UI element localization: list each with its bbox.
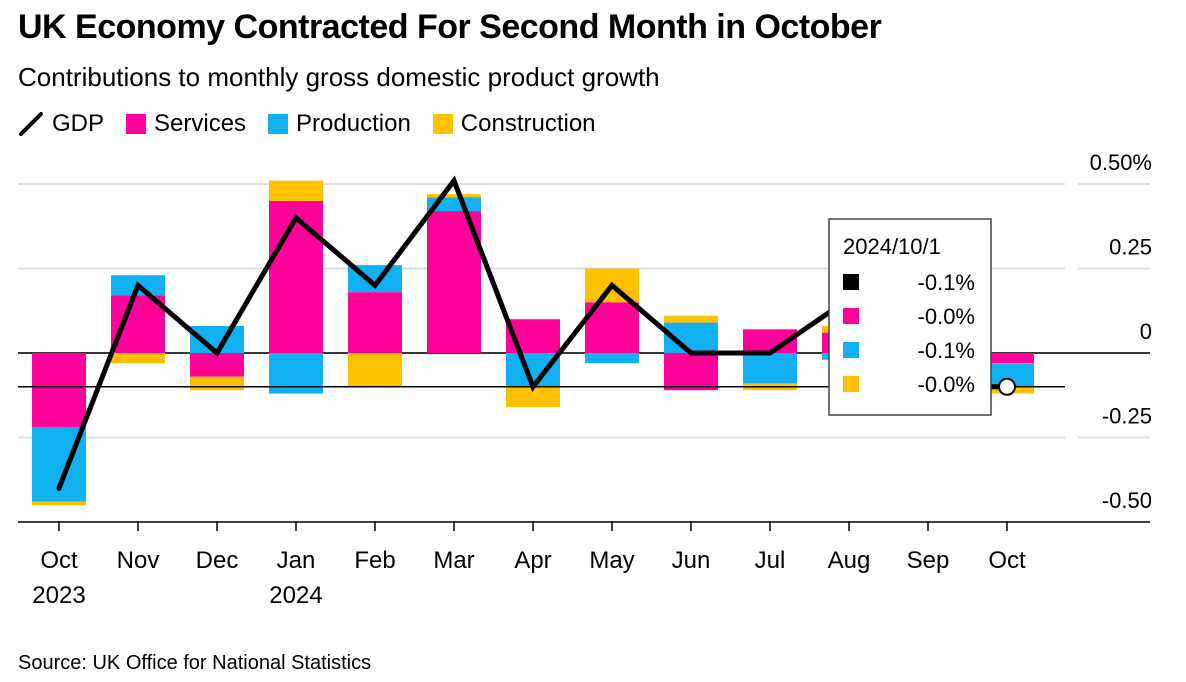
tooltip-value-production: -0.1%	[918, 338, 975, 363]
y-tick-label: 0.50%	[1090, 150, 1152, 175]
bar-production[interactable]	[743, 353, 797, 384]
legend-label-services: Services	[154, 110, 247, 137]
legend-label-gdp: GDP	[52, 110, 105, 137]
bar-services[interactable]	[664, 353, 718, 391]
highlight-point[interactable]	[998, 377, 1016, 396]
line-icon	[19, 112, 43, 136]
x-tick-label: Nov	[117, 547, 160, 574]
bar-construction[interactable]	[32, 501, 86, 506]
x-tick-label: Oct	[988, 547, 1026, 574]
x-tick-year-label: 2024	[269, 582, 322, 609]
bar-construction[interactable]	[269, 180, 323, 201]
chart-subtitle: Contributions to monthly gross domestic …	[18, 62, 660, 92]
legend: GDP Services Production Construction	[18, 110, 618, 138]
x-tick-label: Jan	[277, 547, 316, 574]
bar-production[interactable]	[585, 353, 639, 364]
legend-label-production: Production	[296, 110, 411, 137]
tooltip-swatch-production	[843, 342, 859, 358]
bar-services[interactable]	[427, 211, 481, 353]
tooltip-swatch-services	[843, 308, 859, 324]
bar-services[interactable]	[980, 353, 1034, 364]
x-tick-year-label: 2023	[32, 582, 85, 609]
x-tick-label: Sep	[907, 547, 950, 574]
bar-construction[interactable]	[111, 353, 165, 364]
services-swatch-icon	[126, 114, 147, 134]
tooltip-date: 2024/10/1	[843, 234, 941, 259]
tooltip-value-services: -0.0%	[918, 304, 975, 329]
y-tick-label: -0.25	[1102, 404, 1152, 429]
x-tick-label: Apr	[514, 547, 551, 574]
tooltip-value-construction: -0.0%	[918, 372, 975, 397]
bar-services[interactable]	[32, 353, 86, 428]
legend-item-gdp[interactable]: GDP	[18, 110, 104, 138]
x-tick-label: Jun	[672, 547, 711, 574]
bar-construction[interactable]	[348, 353, 402, 387]
bar-services[interactable]	[269, 200, 323, 353]
legend-item-services[interactable]: Services	[126, 110, 246, 138]
construction-swatch-icon	[432, 114, 453, 134]
bar-construction[interactable]	[506, 386, 560, 408]
legend-label-construction: Construction	[460, 110, 596, 137]
x-tick-label: Mar	[433, 547, 474, 574]
bar-services[interactable]	[743, 329, 797, 353]
production-swatch-icon	[268, 114, 289, 134]
tooltip-swatch-construction	[843, 376, 859, 392]
bar-services[interactable]	[111, 295, 165, 353]
chart-title: UK Economy Contracted For Second Month i…	[18, 8, 882, 46]
bar-construction[interactable]	[664, 315, 718, 323]
x-tick-label: Jul	[755, 547, 786, 574]
bar-production[interactable]	[980, 363, 1034, 387]
source-note: Source: UK Office for National Statistic…	[18, 652, 372, 674]
x-tick-label: May	[589, 547, 634, 574]
tooltip-value-gdp: -0.1%	[918, 270, 975, 295]
x-tick-label: Dec	[196, 547, 239, 574]
y-tick-label: 0.25	[1109, 235, 1152, 260]
x-tick-label: Feb	[354, 547, 395, 574]
bar-construction[interactable]	[190, 376, 244, 391]
tooltip-swatch-gdp	[843, 274, 859, 290]
legend-item-construction[interactable]: Construction	[432, 110, 596, 138]
bar-services[interactable]	[348, 292, 402, 353]
y-tick-label: -0.50	[1102, 488, 1152, 513]
x-tick-label: Aug	[828, 547, 871, 574]
x-tick-label: Oct	[40, 547, 78, 574]
bar-services[interactable]	[190, 353, 244, 377]
y-tick-label: 0	[1140, 319, 1152, 344]
bar-construction[interactable]	[427, 194, 481, 198]
legend-item-production[interactable]: Production	[268, 110, 411, 138]
